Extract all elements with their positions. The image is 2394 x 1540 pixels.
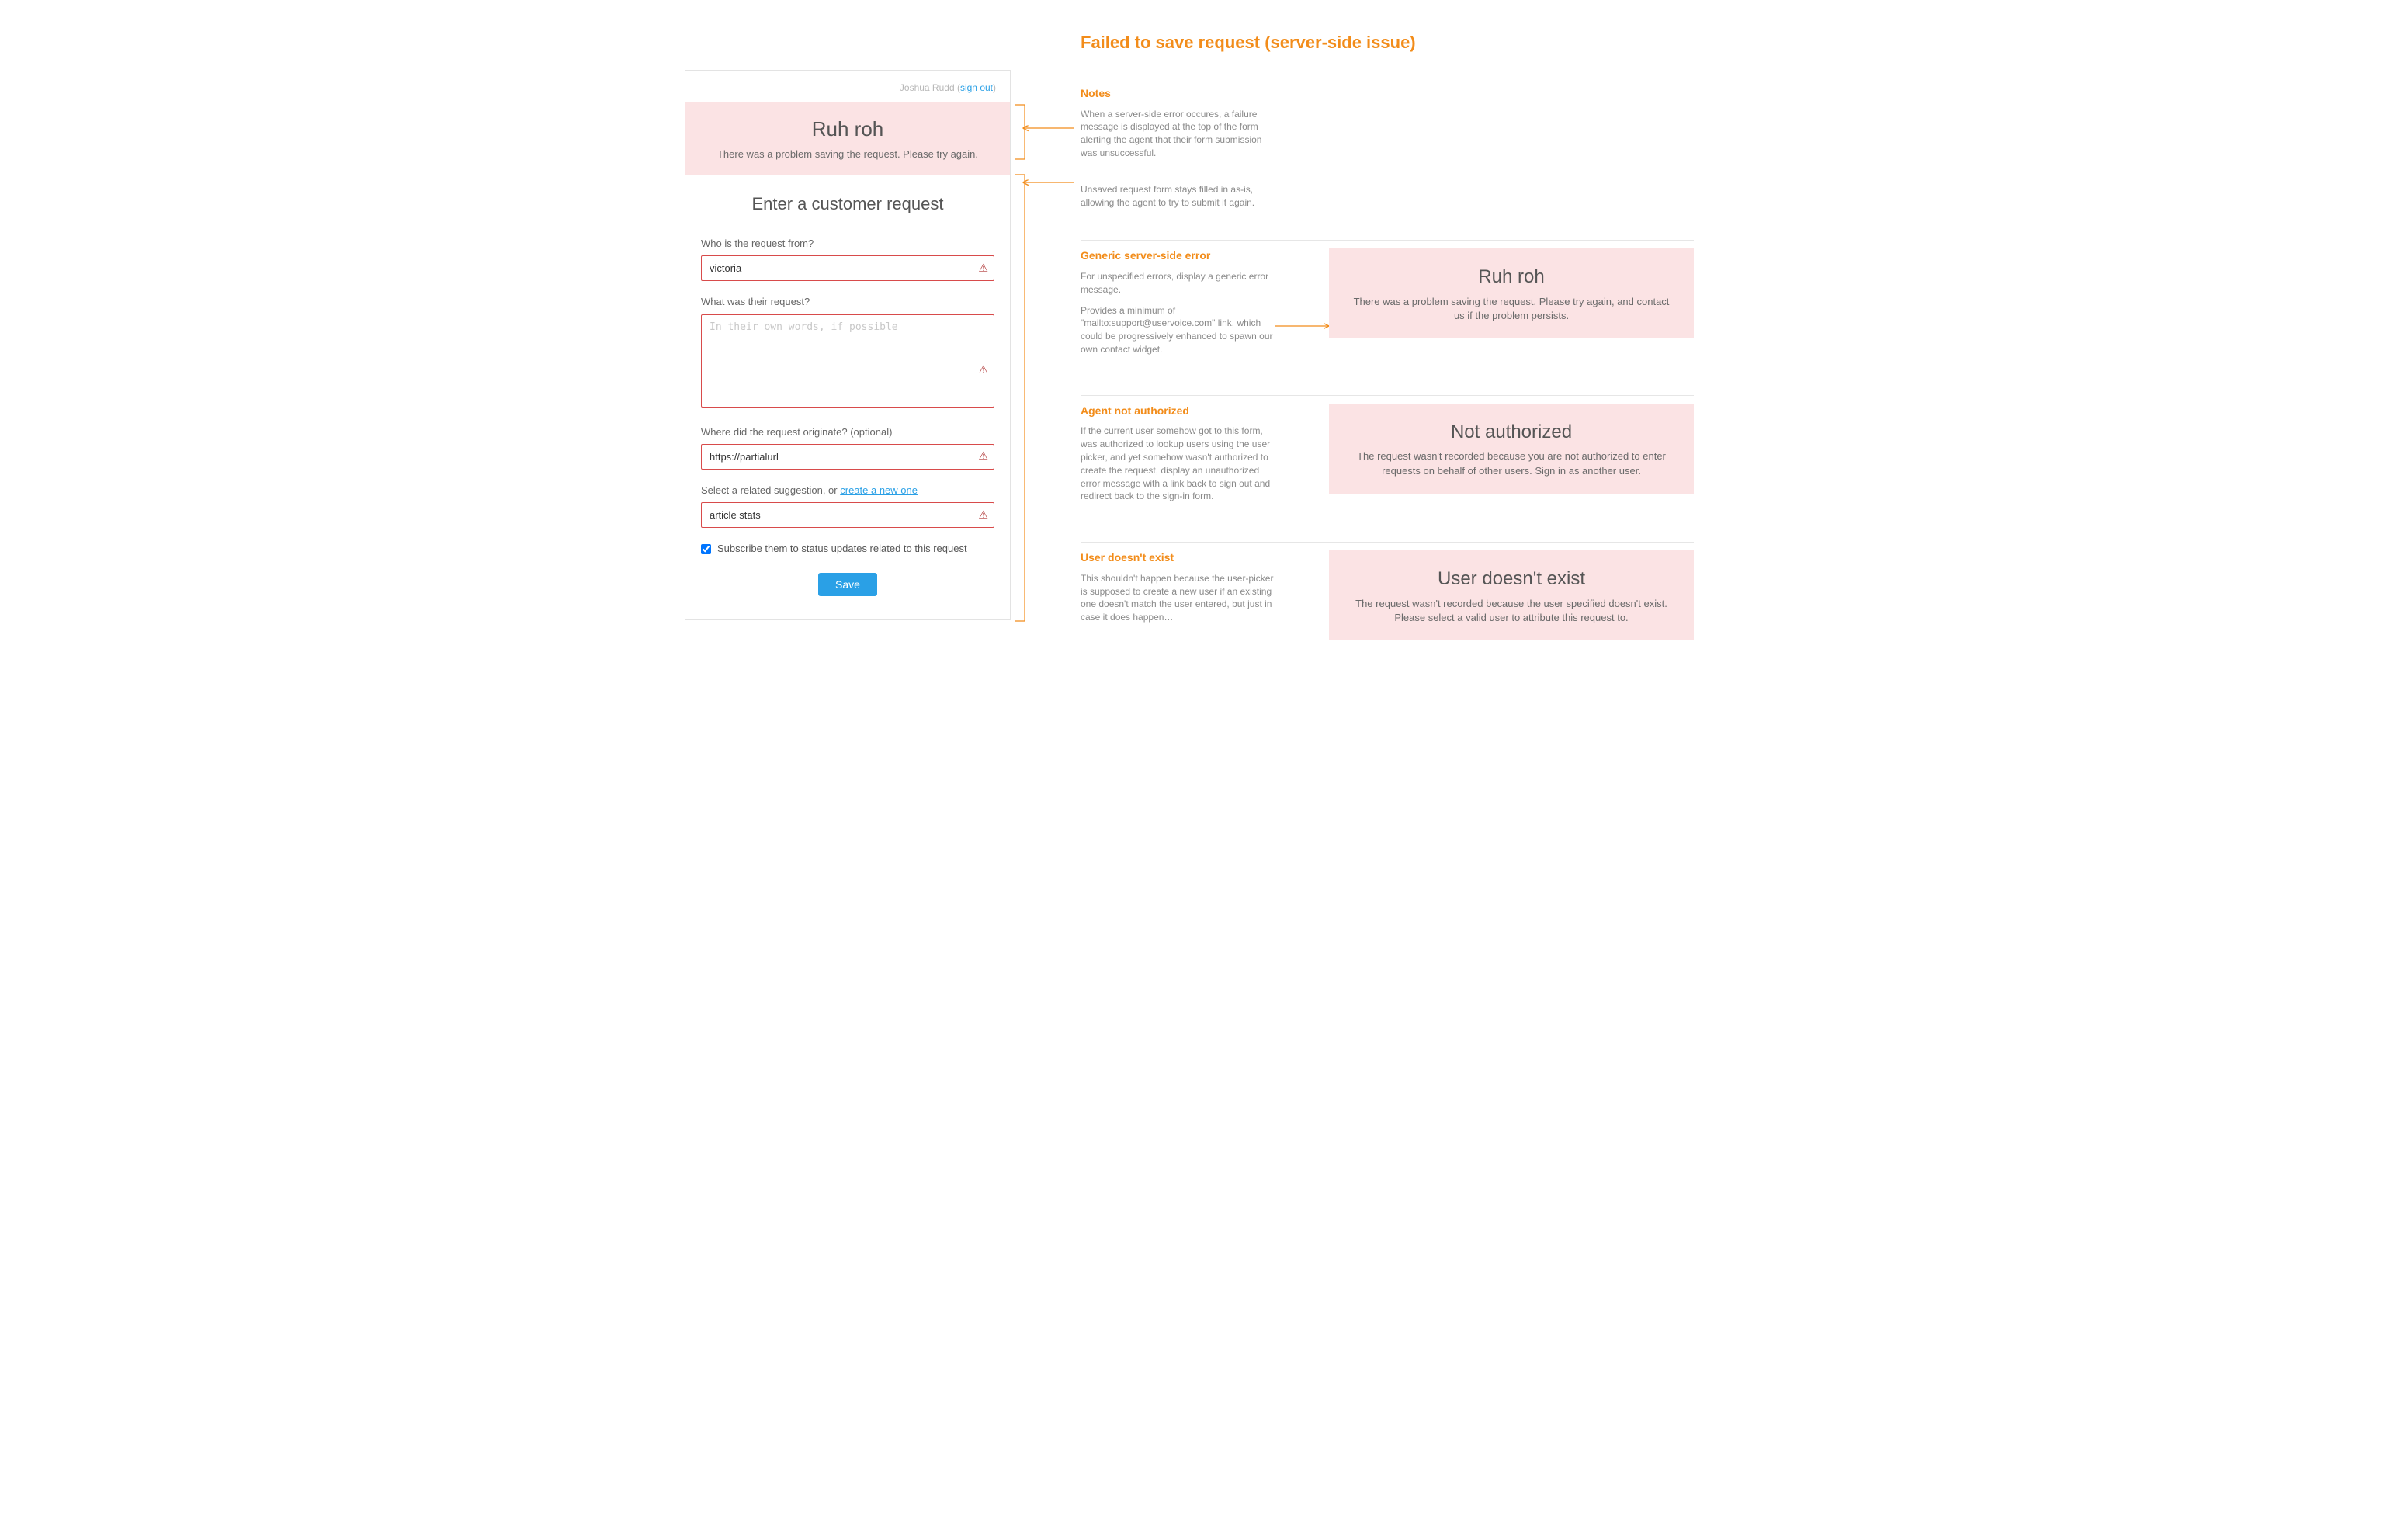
origin-label: Where did the request originate? (option… bbox=[701, 425, 994, 439]
subscribe-checkbox[interactable] bbox=[701, 544, 711, 554]
error-banner-title: Ruh roh bbox=[695, 115, 1001, 143]
subscribe-label: Subscribe them to status updates related… bbox=[717, 542, 967, 556]
notes-paragraph: Provides a minimum of "mailto:support@us… bbox=[1081, 304, 1275, 356]
form-header: Joshua Rudd (sign out) bbox=[685, 71, 1010, 102]
auth-heading: Agent not authorized bbox=[1081, 404, 1313, 419]
auth-error-example: Not authorized The request wasn't record… bbox=[1329, 404, 1694, 494]
what-textarea[interactable] bbox=[701, 314, 994, 408]
notes-paragraph: When a server-side error occures, a fail… bbox=[1081, 108, 1275, 160]
example-message: The request wasn't recorded because you … bbox=[1348, 449, 1675, 477]
page-title: Failed to save request (server-side issu… bbox=[1081, 31, 1709, 55]
who-input[interactable] bbox=[701, 255, 994, 281]
generic-error-section: Generic server-side error For unspecifie… bbox=[1081, 240, 1694, 363]
nouser-heading: User doesn't exist bbox=[1081, 550, 1313, 566]
notes-section: Notes When a server-side error occures, … bbox=[1081, 78, 1694, 209]
suggestion-input[interactable] bbox=[701, 502, 994, 528]
form-title: Enter a customer request bbox=[701, 192, 994, 217]
example-title: User doesn't exist bbox=[1348, 566, 1675, 592]
example-message: The request wasn't recorded because the … bbox=[1348, 597, 1675, 625]
suggestion-label: Select a related suggestion, or create a… bbox=[701, 484, 994, 498]
auth-error-section: Agent not authorized If the current user… bbox=[1081, 395, 1694, 511]
user-name: Joshua Rudd bbox=[900, 82, 955, 93]
notes-paragraph: Unsaved request form stays filled in as-… bbox=[1081, 183, 1275, 210]
create-suggestion-link[interactable]: create a new one bbox=[840, 484, 918, 496]
error-banner-message: There was a problem saving the request. … bbox=[695, 147, 1001, 161]
divider bbox=[1081, 542, 1694, 543]
example-title: Ruh roh bbox=[1348, 264, 1675, 290]
notes-paragraph: This shouldn't happen because the user-p… bbox=[1081, 572, 1275, 624]
origin-input[interactable] bbox=[701, 444, 994, 470]
generic-error-example: Ruh roh There was a problem saving the r… bbox=[1329, 248, 1694, 338]
nouser-error-section: User doesn't exist This shouldn't happen… bbox=[1081, 542, 1694, 640]
who-label: Who is the request from? bbox=[701, 237, 994, 251]
request-form-card: Joshua Rudd (sign out) Ruh roh There was… bbox=[685, 70, 1011, 620]
notes-paragraph: For unspecified errors, display a generi… bbox=[1081, 270, 1275, 297]
example-title: Not authorized bbox=[1348, 419, 1675, 446]
example-message: There was a problem saving the request. … bbox=[1348, 295, 1675, 323]
what-label: What was their request? bbox=[701, 295, 994, 309]
sign-out-link[interactable]: sign out bbox=[960, 82, 993, 93]
divider bbox=[1081, 240, 1694, 241]
notes-heading: Notes bbox=[1081, 86, 1694, 102]
divider bbox=[1081, 395, 1694, 396]
nouser-error-example: User doesn't exist The request wasn't re… bbox=[1329, 550, 1694, 640]
save-button[interactable]: Save bbox=[818, 573, 877, 596]
form-error-banner: Ruh roh There was a problem saving the r… bbox=[685, 102, 1010, 176]
suggestion-label-prefix: Select a related suggestion, or bbox=[701, 484, 840, 496]
generic-heading: Generic server-side error bbox=[1081, 248, 1313, 264]
notes-paragraph: If the current user somehow got to this … bbox=[1081, 425, 1275, 503]
